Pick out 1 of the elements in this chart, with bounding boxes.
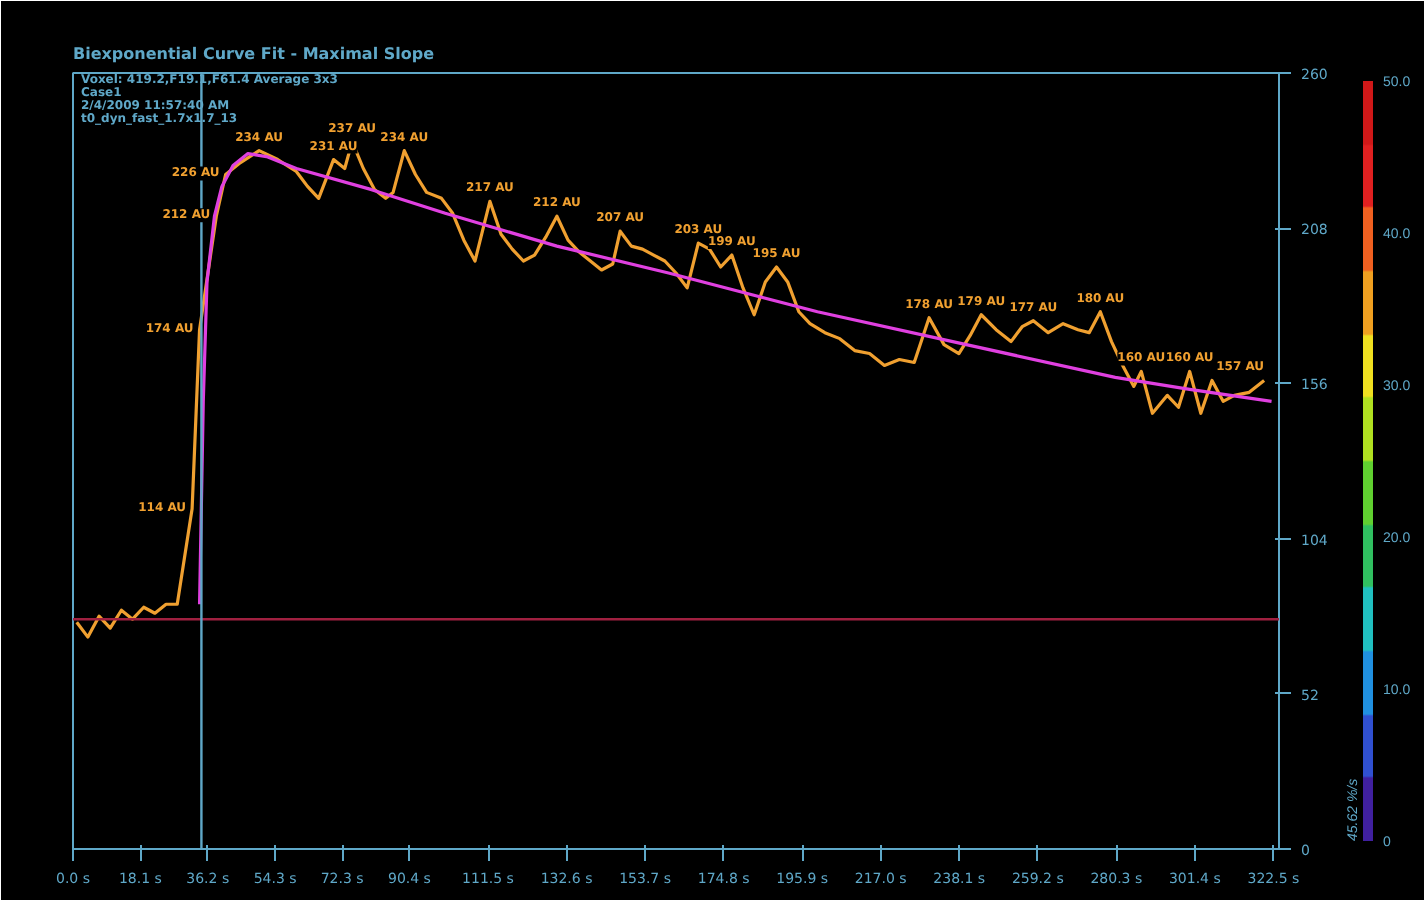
chart-title: Biexponential Curve Fit - Maximal Slope (73, 45, 436, 63)
